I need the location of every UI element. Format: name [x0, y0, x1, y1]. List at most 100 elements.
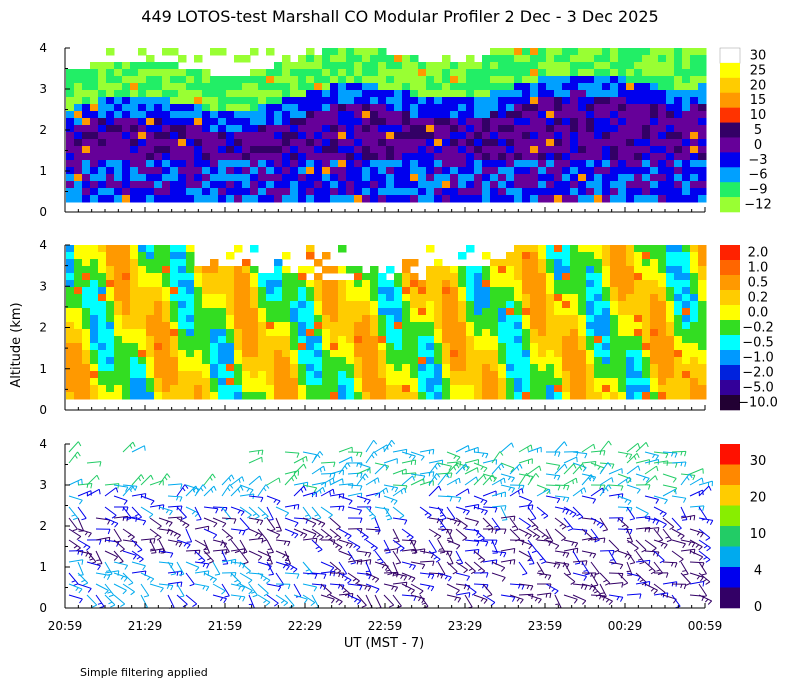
wind-barb-feather	[562, 552, 566, 557]
wind-barb-feather	[282, 554, 286, 559]
heatmap-cell	[418, 139, 427, 147]
heatmap-cell	[258, 364, 267, 372]
wind-barb	[500, 594, 515, 598]
heatmap-cell	[306, 125, 315, 133]
wind-barb-feather	[483, 500, 488, 506]
wind-barb-feather	[449, 529, 453, 535]
wind-barb	[221, 539, 230, 553]
heatmap-cell	[274, 336, 283, 344]
heatmap-cell	[634, 315, 643, 323]
heatmap-cell	[554, 174, 563, 182]
heatmap-cell	[394, 329, 403, 337]
heatmap-cell	[226, 385, 235, 393]
heatmap-cell	[186, 357, 195, 365]
heatmap-cell	[642, 287, 651, 295]
heatmap-cell	[674, 167, 683, 175]
heatmap-cell	[498, 55, 507, 63]
heatmap-cell	[90, 385, 99, 393]
heatmap-cell	[602, 62, 611, 70]
heatmap-cell	[506, 90, 515, 98]
wind-barb-feather	[314, 514, 319, 517]
heatmap-cell	[266, 48, 275, 56]
heatmap-cell	[570, 83, 579, 91]
heatmap-cell	[194, 167, 203, 175]
wind-barb-feather	[580, 584, 584, 589]
heatmap-cell	[426, 357, 435, 365]
wind-barb-feather	[388, 604, 394, 608]
heatmap-cell	[474, 273, 483, 281]
heatmap-cell	[602, 350, 611, 358]
heatmap-cell	[266, 308, 275, 316]
heatmap-cell	[90, 273, 99, 281]
heatmap-cell	[258, 90, 267, 98]
heatmap-cell	[642, 83, 651, 91]
heatmap-cell	[210, 76, 219, 84]
heatmap-cell	[410, 55, 419, 63]
heatmap-cell	[594, 118, 603, 126]
heatmap-cell	[466, 76, 475, 84]
heatmap-cell	[466, 301, 475, 309]
heatmap-cell	[450, 139, 459, 147]
heatmap-cell	[354, 125, 363, 133]
heatmap-cell	[298, 336, 307, 344]
heatmap-cell	[594, 259, 603, 267]
heatmap-cell	[586, 139, 595, 147]
heatmap-cell	[690, 104, 699, 112]
wind-barb	[545, 561, 560, 565]
wind-barb	[131, 493, 146, 497]
heatmap-cell	[674, 48, 683, 56]
wind-barb-feather	[539, 558, 544, 561]
heatmap-cell	[274, 167, 283, 175]
heatmap-cell	[154, 343, 163, 351]
heatmap-cell	[330, 350, 339, 358]
wind-barb-feather	[370, 516, 376, 520]
wind-barb	[410, 561, 425, 566]
heatmap-cell	[642, 188, 651, 196]
heatmap-cell	[442, 118, 451, 126]
heatmap-cell	[114, 83, 123, 91]
heatmap-cell	[426, 132, 435, 140]
heatmap-cell	[442, 301, 451, 309]
heatmap-cell	[402, 294, 411, 302]
heatmap-cell	[634, 90, 643, 98]
wind-barb	[176, 484, 186, 497]
heatmap-cell	[90, 315, 99, 323]
heatmap-cell	[658, 357, 667, 365]
wind-barb-feather	[184, 484, 189, 489]
heatmap-cell	[154, 266, 163, 274]
heatmap-cell	[234, 55, 243, 63]
heatmap-cell	[298, 97, 307, 105]
heatmap-cell	[554, 48, 563, 56]
heatmap-cell	[394, 188, 403, 196]
wind-barb	[230, 594, 245, 598]
heatmap-cell	[434, 364, 443, 372]
heatmap-cell	[402, 97, 411, 105]
heatmap-cell	[578, 104, 587, 112]
colorbar-swatch	[720, 137, 740, 153]
heatmap-cell	[114, 160, 123, 168]
heatmap-cell	[402, 83, 411, 91]
wind-barb	[275, 539, 290, 543]
heatmap-cell	[466, 139, 475, 147]
heatmap-cell	[442, 329, 451, 337]
heatmap-cell	[418, 160, 427, 168]
heatmap-cell	[410, 329, 419, 337]
heatmap-cell	[498, 146, 507, 154]
heatmap-cell	[290, 167, 299, 175]
heatmap-cell	[378, 111, 387, 119]
heatmap-cell	[538, 336, 547, 344]
heatmap-cell	[90, 287, 99, 295]
heatmap-cell	[354, 287, 363, 295]
heatmap-cell	[634, 322, 643, 330]
colorbar-label: 20	[750, 78, 767, 93]
heatmap-cell	[578, 329, 587, 337]
heatmap-cell	[602, 287, 611, 295]
wind-barb-feather	[446, 473, 450, 479]
wind-barb-feather	[508, 487, 512, 491]
wind-barb-feather	[77, 451, 81, 457]
heatmap-cell	[306, 308, 315, 316]
heatmap-cell	[506, 273, 515, 281]
heatmap-cell	[354, 48, 363, 56]
heatmap-cell	[322, 111, 331, 119]
heatmap-cell	[466, 378, 475, 386]
